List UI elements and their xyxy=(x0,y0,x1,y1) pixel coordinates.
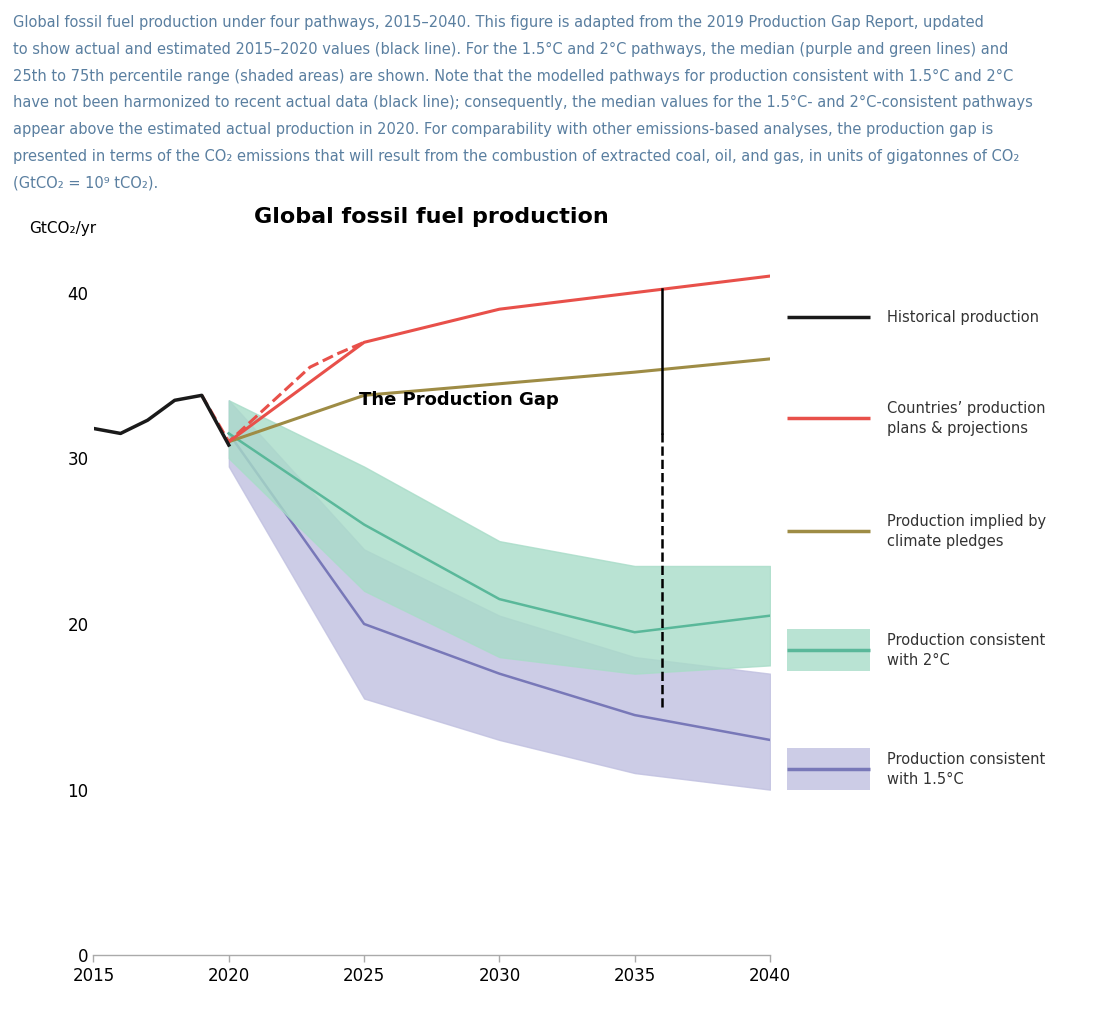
Text: (GtCO₂ = 10⁹ tCO₂).: (GtCO₂ = 10⁹ tCO₂). xyxy=(13,175,158,191)
Text: appear above the estimated actual production in 2020. For comparability with oth: appear above the estimated actual produc… xyxy=(13,122,993,137)
Bar xyxy=(786,748,870,790)
Text: Production consistent
with 1.5°C: Production consistent with 1.5°C xyxy=(888,751,1046,786)
Text: Production implied by
climate pledges: Production implied by climate pledges xyxy=(888,514,1046,548)
Text: to show actual and estimated 2015–2020 values (black line). For the 1.5°C and 2°: to show actual and estimated 2015–2020 v… xyxy=(13,42,1009,57)
Text: presented in terms of the CO₂ emissions that will result from the combustion of : presented in terms of the CO₂ emissions … xyxy=(13,149,1020,164)
Text: Global fossil fuel production under four pathways, 2015–2040. This figure is ada: Global fossil fuel production under four… xyxy=(13,15,984,31)
Text: Production consistent
with 2°C: Production consistent with 2°C xyxy=(888,632,1046,667)
Text: Historical production: Historical production xyxy=(888,310,1040,325)
Text: Countries’ production
plans & projections: Countries’ production plans & projection… xyxy=(888,401,1046,436)
Bar xyxy=(786,629,870,671)
Title: Global fossil fuel production: Global fossil fuel production xyxy=(254,207,609,228)
Text: 25th to 75th percentile range (shaded areas) are shown. Note that the modelled p: 25th to 75th percentile range (shaded ar… xyxy=(13,69,1013,84)
Text: have not been harmonized to recent actual data (black line); consequently, the m: have not been harmonized to recent actua… xyxy=(13,95,1033,111)
Text: GtCO₂/yr: GtCO₂/yr xyxy=(30,220,97,236)
Text: The Production Gap: The Production Gap xyxy=(359,392,559,409)
